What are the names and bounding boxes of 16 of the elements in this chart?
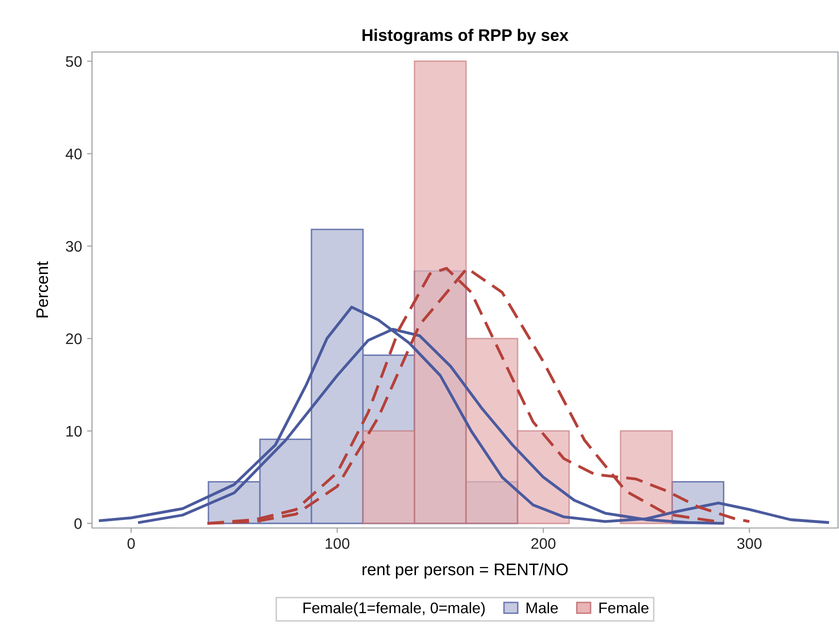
y-tick-label: 50 bbox=[66, 56, 82, 67]
x-tick-label: 0 bbox=[128, 538, 135, 549]
y-tick-label: 10 bbox=[66, 426, 82, 437]
y-tick-label: 30 bbox=[66, 240, 82, 252]
y-tick-label: 20 bbox=[66, 333, 82, 344]
y-tick-label: 40 bbox=[66, 148, 82, 160]
x-tick-label: 100 bbox=[326, 538, 350, 549]
x-tick-label: 200 bbox=[531, 538, 556, 549]
x-tick-label: 300 bbox=[737, 538, 762, 549]
legend-title: Female(1=female, 0=male) bbox=[303, 602, 485, 616]
chart-title: Histograms of RPP by sex bbox=[362, 28, 568, 44]
legend-label: Female bbox=[599, 602, 648, 614]
x-axis-title: rent per person = RENT/NO bbox=[362, 563, 568, 579]
legend-label: Male bbox=[526, 602, 558, 614]
y-axis-title: Percent bbox=[36, 261, 48, 318]
y-tick-label: 0 bbox=[74, 518, 82, 530]
